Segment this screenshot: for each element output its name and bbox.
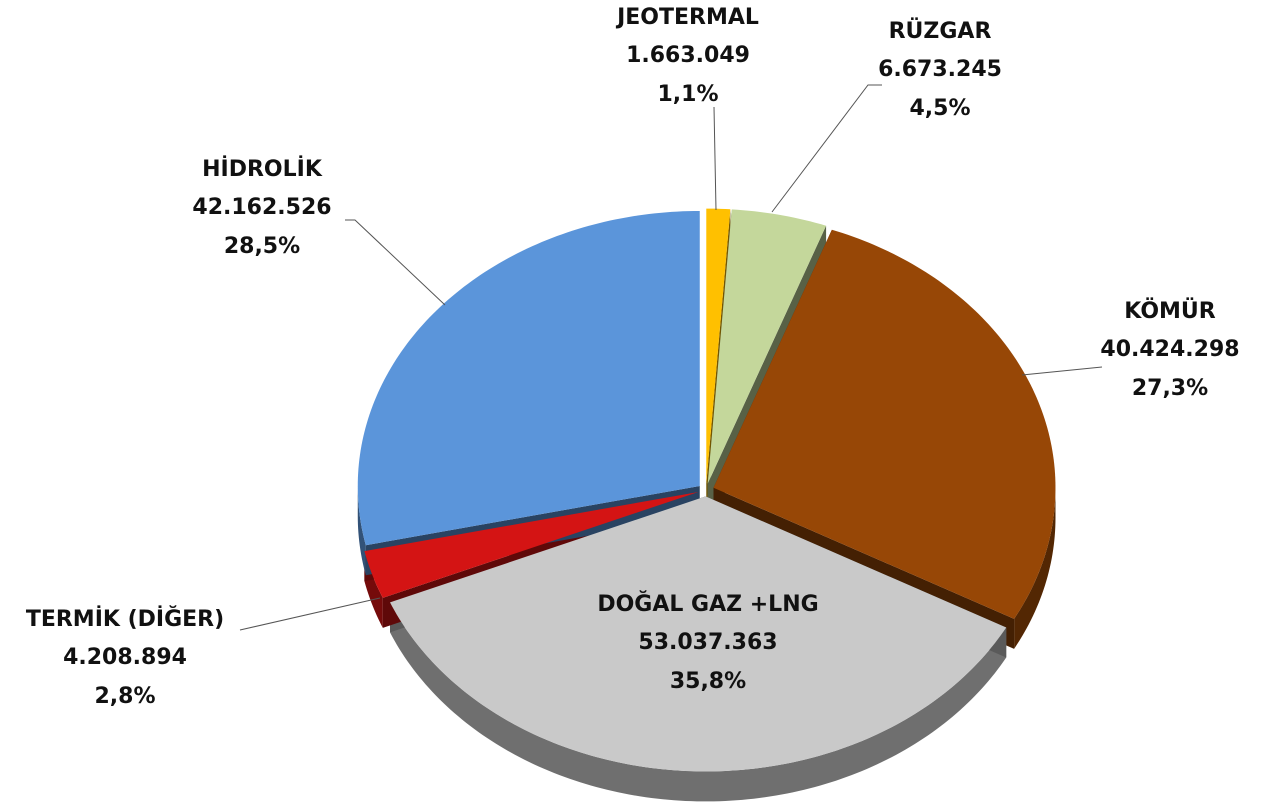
value-label: 6.673.245 [878,57,1002,82]
slice-side [357,485,366,576]
percent-label: 4,5% [909,96,970,121]
slice-label: DOĞAL GAZ +LNG [597,591,818,617]
slice [357,210,700,546]
value-label: 1.663.049 [626,43,750,68]
slice-label: HİDROLİK [202,156,323,182]
slice-side [1014,487,1056,649]
value-label: 40.424.298 [1100,337,1239,362]
slice-label: KÖMÜR [1124,298,1216,324]
slice [706,208,731,484]
leader-line [345,219,446,306]
slice [713,229,1056,619]
value-label: 53.037.363 [638,630,777,655]
leader-line [771,84,882,213]
percent-label: 2,8% [94,684,155,709]
slice-label: JEOTERMAL [615,5,759,30]
slice-label: TERMİK (DİĞER) [26,606,224,632]
percent-label: 27,3% [1132,376,1208,401]
leader-line [1021,366,1103,376]
percent-label: 1,1% [657,82,718,107]
slice [707,209,827,484]
leader-line [713,106,717,211]
percent-label: 35,8% [670,669,746,694]
value-label: 42.162.526 [192,195,331,220]
slice-label: RÜZGAR [889,18,992,44]
slice-side [390,602,1007,802]
slice [390,496,1007,772]
slice [364,491,699,598]
percent-label: 28,5% [224,234,300,259]
value-label: 4.208.894 [63,645,187,670]
leader-line [239,597,381,631]
